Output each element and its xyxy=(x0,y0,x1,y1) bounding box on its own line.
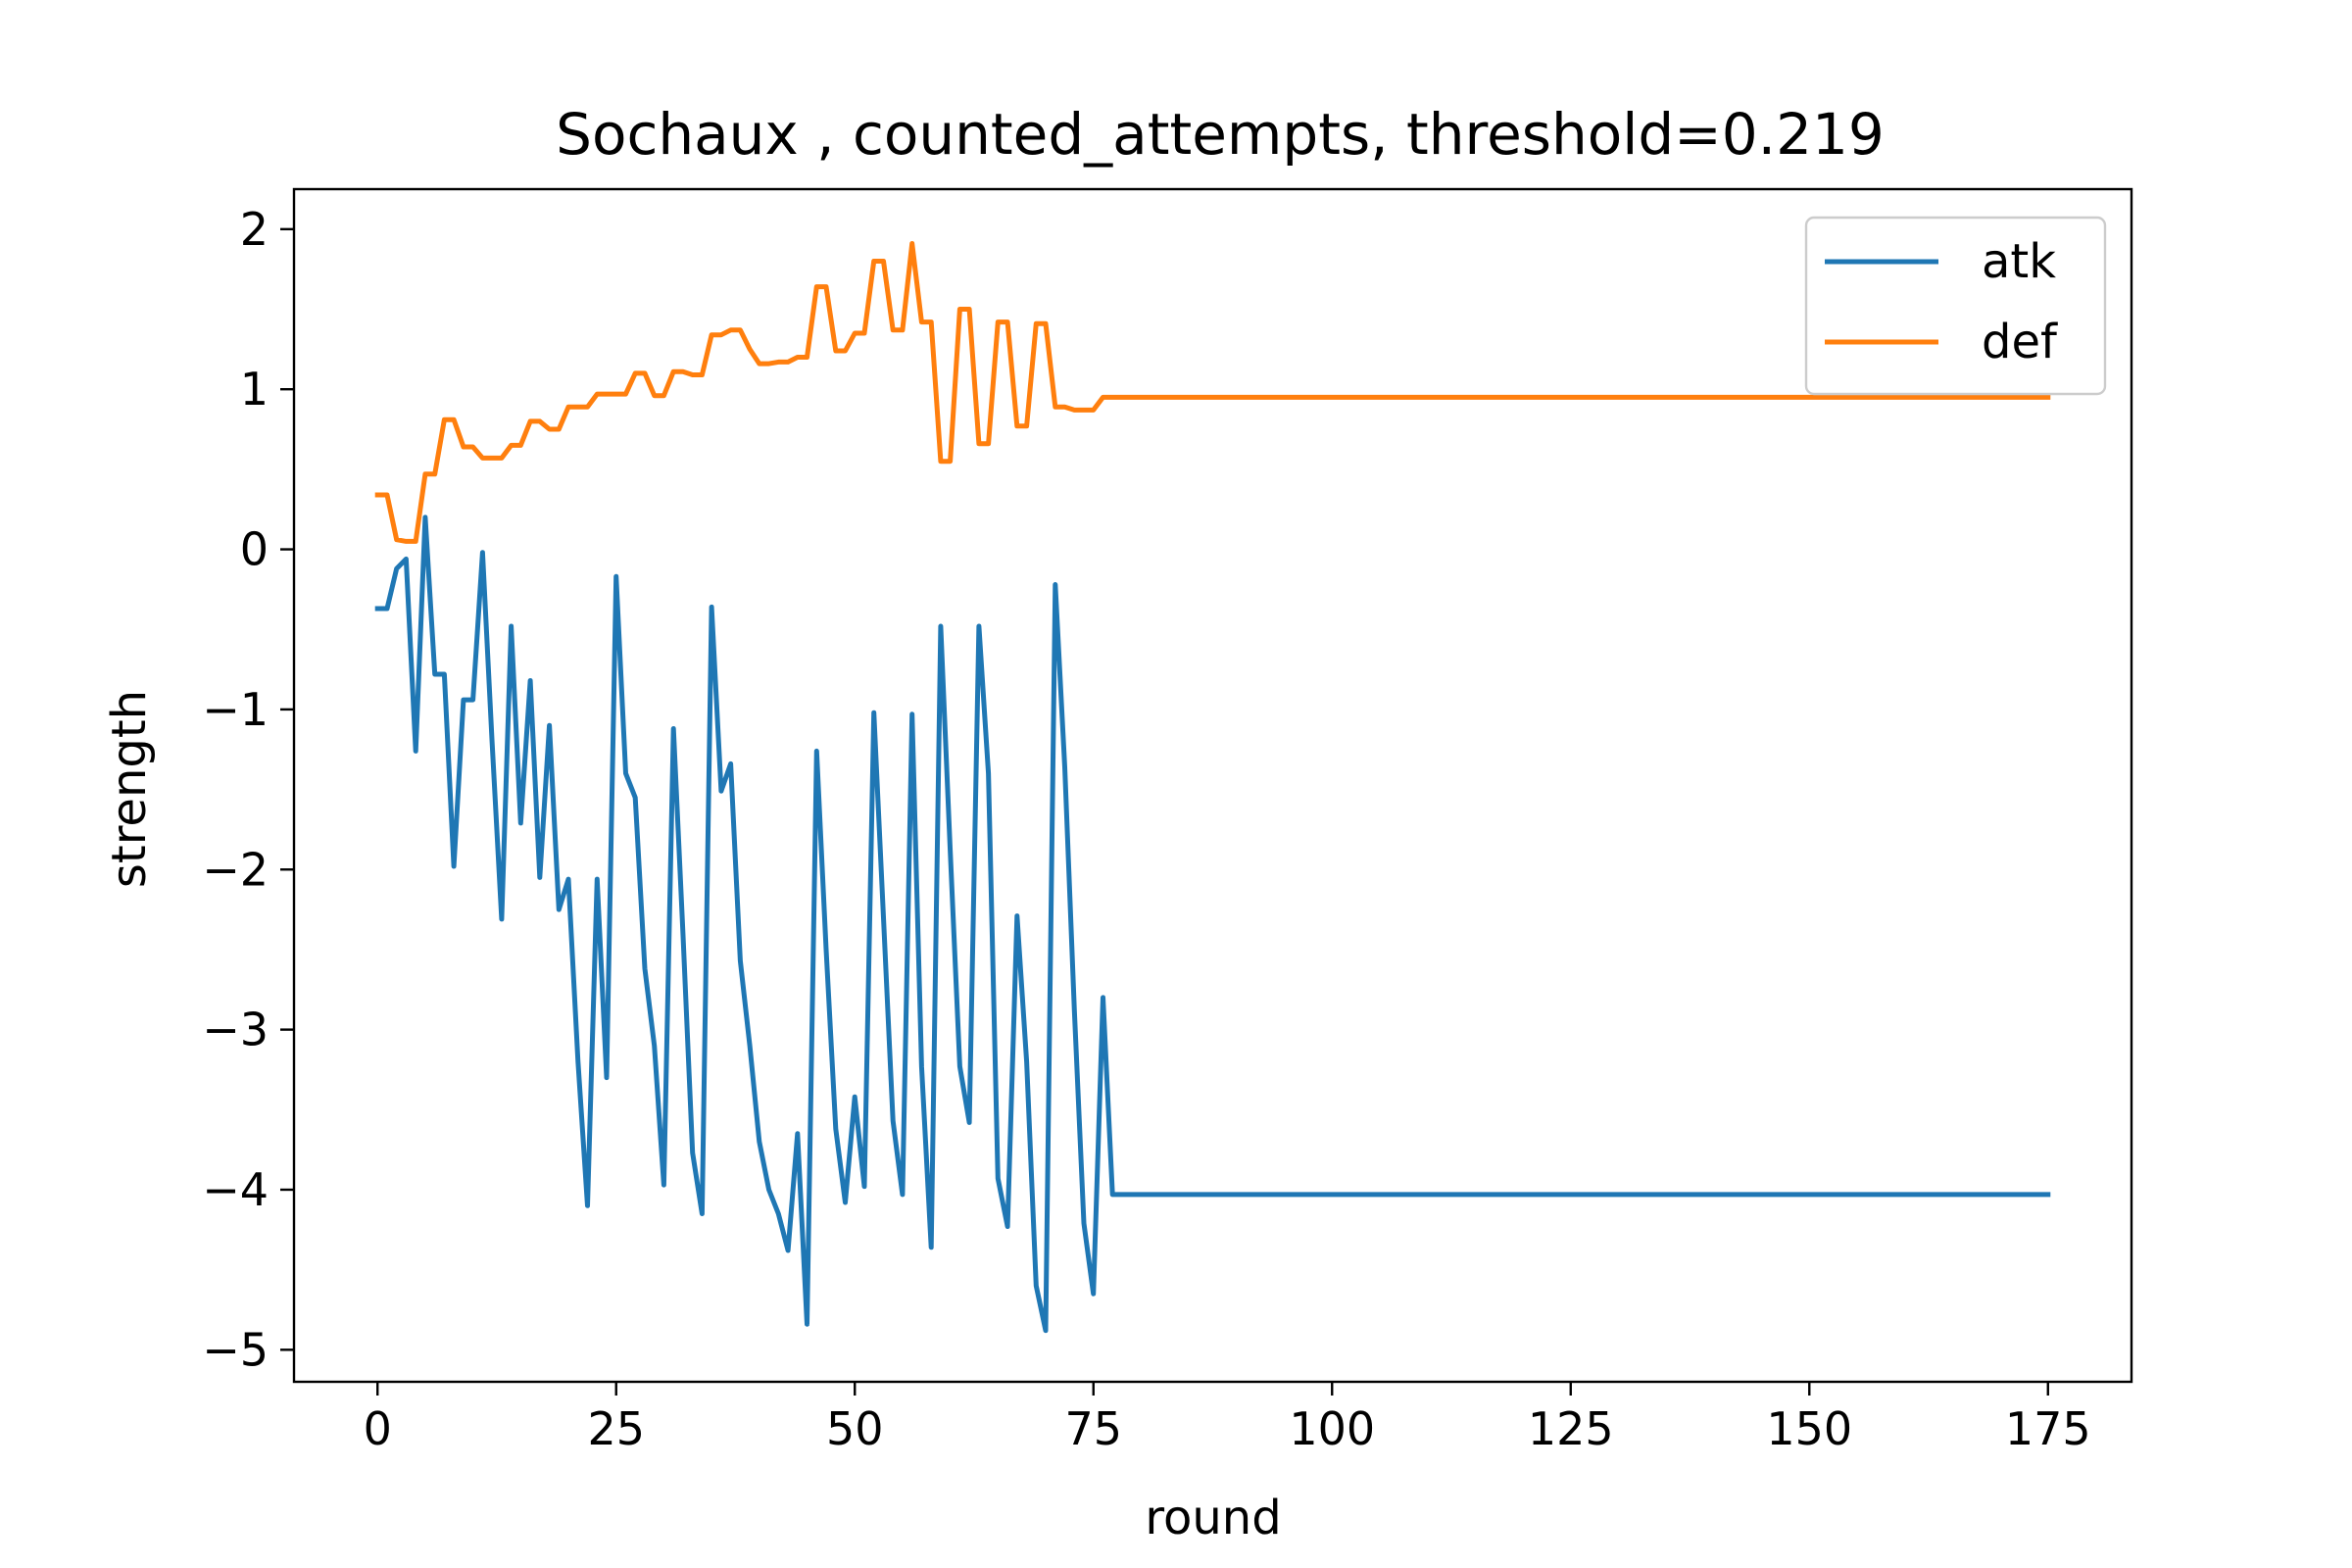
x-tick-label: 150 xyxy=(1766,1402,1852,1455)
series-line-def xyxy=(374,241,2051,544)
x-tick-label: 25 xyxy=(587,1402,645,1455)
x-axis-ticks: 0 25 50 75 100 125 150 175 xyxy=(364,1382,2091,1455)
legend-frame xyxy=(1804,216,2107,396)
y-tick-label: 1 xyxy=(240,363,269,416)
x-tick-label: 0 xyxy=(364,1402,392,1455)
x-axis-label: round xyxy=(1145,1491,1281,1545)
y-axis-ticks: −5 −4 −3 −2 −1 0 1 2 xyxy=(202,203,294,1376)
chart-title: Sochaux , counted_attempts, threshold=0.… xyxy=(556,101,1885,168)
series-layer xyxy=(374,241,2051,1334)
y-axis-label: strength xyxy=(102,690,157,888)
series-line-atk xyxy=(374,514,2051,1334)
y-tick-label: 0 xyxy=(240,523,269,576)
y-tick-label: −3 xyxy=(202,1004,269,1056)
legend-label-atk: atk xyxy=(1982,234,2056,289)
y-tick-label: −1 xyxy=(202,683,269,736)
legend: atk def xyxy=(1804,216,2107,396)
y-tick-label: −5 xyxy=(202,1323,269,1376)
y-tick-label: −4 xyxy=(202,1163,269,1216)
x-tick-label: 175 xyxy=(2005,1402,2091,1455)
plot-area-frame xyxy=(292,187,2133,1384)
x-tick-label: 75 xyxy=(1064,1402,1122,1455)
legend-label-def: def xyxy=(1982,315,2058,369)
y-tick-label: 2 xyxy=(240,203,269,256)
x-tick-label: 50 xyxy=(826,1402,884,1455)
x-tick-label: 125 xyxy=(1528,1402,1614,1455)
x-tick-label: 100 xyxy=(1289,1402,1375,1455)
y-tick-label: −2 xyxy=(202,843,269,896)
